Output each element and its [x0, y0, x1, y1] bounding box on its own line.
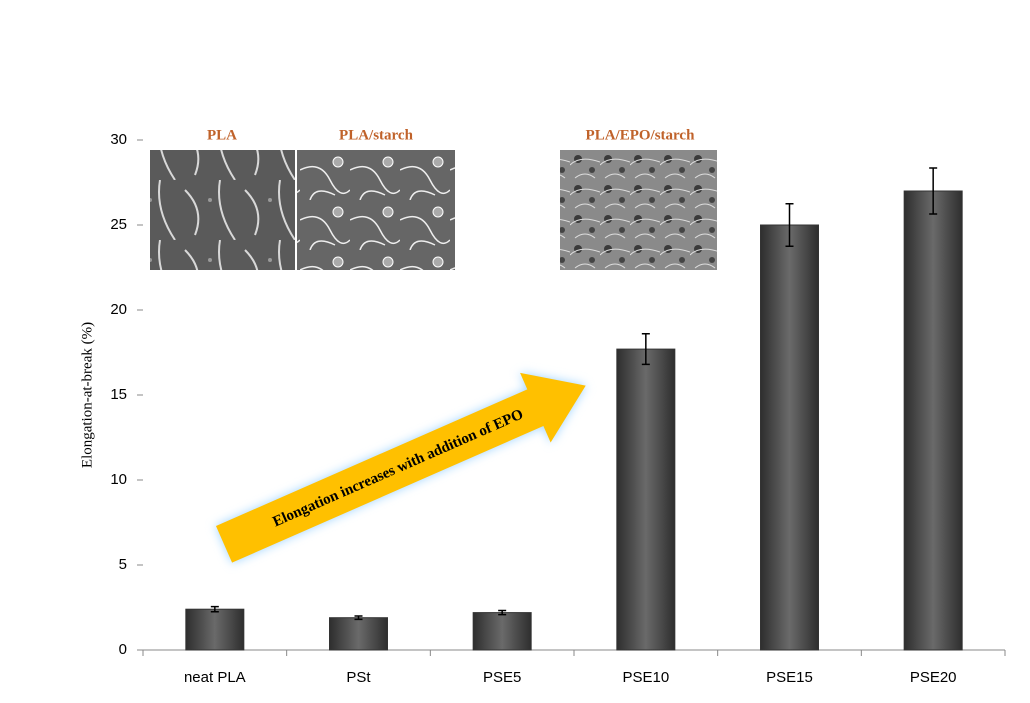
- bar: [472, 612, 532, 651]
- arrow: Elongation increases with addition of EP…: [215, 372, 586, 563]
- sem-image: [560, 150, 717, 270]
- y-axis-title: Elongation-at-break (%): [79, 322, 95, 468]
- y-tick-label: 30: [110, 131, 127, 148]
- y-tick-label: 25: [110, 216, 127, 233]
- sem-image: [297, 150, 455, 270]
- image-label: PLA: [207, 127, 237, 143]
- bar: [185, 608, 245, 651]
- x-tick-label: PSE10: [622, 669, 669, 686]
- x-tick-label: PSE5: [483, 669, 521, 686]
- bar: [329, 617, 388, 651]
- y-tick-label: 15: [110, 386, 127, 403]
- y-tick-label: 5: [119, 556, 127, 573]
- error-bar: [785, 203, 794, 247]
- y-tick-label: 0: [119, 641, 127, 658]
- x-tick-label: PSt: [346, 669, 371, 686]
- error-bar: [210, 605, 219, 613]
- image-label: PLA/starch: [339, 127, 414, 143]
- x-tick-label: PSE20: [910, 669, 957, 686]
- error-bar: [354, 615, 363, 621]
- error-bar: [498, 609, 507, 616]
- sem-image: [150, 150, 295, 270]
- bar: [903, 190, 963, 651]
- image-label: PLA/EPO/starch: [586, 127, 696, 143]
- error-bar: [641, 333, 650, 366]
- bar: [616, 348, 676, 651]
- x-tick-label: PSE15: [766, 669, 813, 686]
- bar: [760, 224, 819, 651]
- arrow-text: Elongation increases with addition of EP…: [271, 406, 526, 530]
- y-tick-label: 20: [110, 301, 127, 318]
- y-tick-label: 10: [110, 471, 127, 488]
- error-bar: [929, 167, 938, 215]
- x-tick-label: neat PLA: [184, 669, 246, 686]
